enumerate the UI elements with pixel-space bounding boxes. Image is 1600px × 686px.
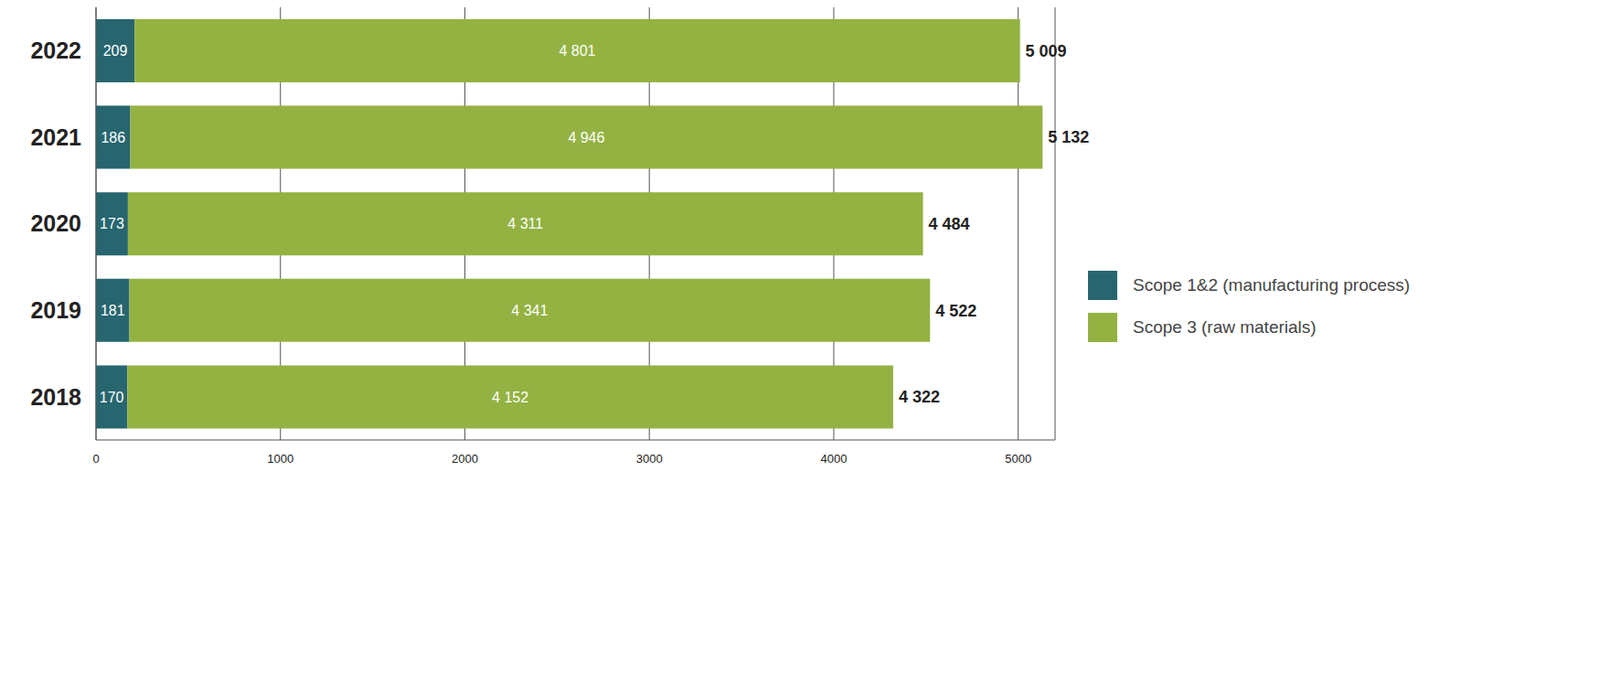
svg-text:5000: 5000 bbox=[1004, 451, 1032, 466]
svg-text:5 132: 5 132 bbox=[1047, 128, 1089, 147]
svg-text:4 322: 4 322 bbox=[898, 387, 940, 406]
svg-text:2019: 2019 bbox=[30, 297, 82, 323]
svg-text:2018: 2018 bbox=[30, 384, 82, 410]
svg-text:4 946: 4 946 bbox=[567, 129, 605, 146]
svg-text:4 311: 4 311 bbox=[507, 215, 544, 232]
svg-text:1000: 1000 bbox=[266, 451, 294, 466]
svg-text:4 522: 4 522 bbox=[935, 301, 977, 320]
svg-text:181: 181 bbox=[100, 302, 126, 319]
svg-text:2022: 2022 bbox=[30, 37, 82, 64]
svg-text:173: 173 bbox=[99, 215, 125, 232]
svg-text:4 152: 4 152 bbox=[491, 389, 529, 406]
svg-text:4 801: 4 801 bbox=[558, 42, 596, 59]
svg-text:4 341: 4 341 bbox=[511, 302, 548, 319]
html-text:Scope 1&2 (manufacturing proce: Scope 1&2 (manufacturing process) bbox=[1132, 275, 1410, 295]
svg-text:3000: 3000 bbox=[636, 451, 663, 466]
svg-text:209: 209 bbox=[103, 42, 128, 59]
svg-text:170: 170 bbox=[99, 389, 125, 406]
svg-text:4 484: 4 484 bbox=[928, 214, 971, 234]
svg-text:186: 186 bbox=[100, 129, 126, 146]
svg-text:2000: 2000 bbox=[451, 451, 479, 466]
svg-text:0: 0 bbox=[92, 451, 99, 466]
svg-text:5 009: 5 009 bbox=[1024, 42, 1067, 61]
svg-text:4000: 4000 bbox=[820, 451, 847, 466]
svg-text:2020: 2020 bbox=[30, 210, 82, 236]
svg-text:2021: 2021 bbox=[30, 124, 82, 150]
html-text:Scope 3 (raw materials): Scope 3 (raw materials) bbox=[1132, 317, 1317, 337]
